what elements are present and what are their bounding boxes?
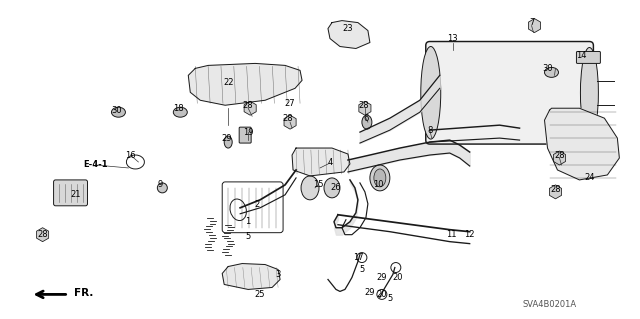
FancyBboxPatch shape (239, 127, 251, 143)
Text: 22: 22 (223, 78, 234, 87)
Text: 5: 5 (246, 232, 251, 241)
Text: 28: 28 (358, 101, 369, 110)
Ellipse shape (374, 169, 386, 187)
Polygon shape (188, 63, 302, 105)
Text: 13: 13 (447, 34, 458, 43)
Text: 28: 28 (37, 230, 48, 239)
Ellipse shape (362, 115, 372, 129)
Ellipse shape (301, 176, 319, 200)
Text: 8: 8 (427, 126, 433, 135)
Text: 23: 23 (342, 24, 353, 33)
FancyBboxPatch shape (577, 51, 600, 63)
Text: 17: 17 (353, 253, 364, 262)
Text: 2: 2 (255, 200, 260, 209)
Ellipse shape (111, 107, 125, 117)
Text: 4: 4 (327, 159, 333, 167)
Ellipse shape (420, 47, 441, 139)
Text: 14: 14 (576, 51, 587, 60)
Polygon shape (222, 263, 280, 289)
Text: 19: 19 (243, 128, 253, 137)
Text: 11: 11 (447, 230, 457, 239)
Text: 10: 10 (372, 180, 383, 189)
Text: 30: 30 (542, 64, 553, 73)
Text: 30: 30 (111, 106, 122, 115)
Text: 28: 28 (554, 151, 564, 160)
Text: FR.: FR. (74, 288, 93, 298)
Text: 5: 5 (387, 294, 392, 303)
Ellipse shape (324, 178, 340, 198)
Text: 20: 20 (392, 273, 403, 282)
Text: 26: 26 (331, 183, 341, 192)
Ellipse shape (545, 67, 559, 78)
Text: 7: 7 (529, 18, 534, 27)
Polygon shape (328, 21, 370, 48)
Ellipse shape (580, 48, 598, 138)
Text: 27: 27 (285, 99, 296, 108)
Text: 24: 24 (584, 174, 595, 182)
Text: 21: 21 (70, 190, 81, 199)
Text: 18: 18 (173, 104, 184, 113)
Text: SVA4B0201A: SVA4B0201A (522, 300, 577, 309)
Ellipse shape (173, 107, 188, 117)
Ellipse shape (370, 165, 390, 191)
Text: 6: 6 (364, 114, 369, 123)
Text: 9: 9 (157, 180, 163, 189)
Text: 25: 25 (255, 290, 266, 299)
Text: E-4-1: E-4-1 (83, 160, 108, 169)
Text: 28: 28 (283, 114, 293, 123)
Text: 1: 1 (246, 217, 251, 226)
Text: 29: 29 (365, 288, 375, 297)
Text: 28: 28 (243, 101, 253, 110)
FancyBboxPatch shape (54, 180, 88, 206)
Text: 20: 20 (376, 290, 387, 299)
Polygon shape (292, 148, 350, 176)
Text: 15: 15 (313, 180, 323, 189)
Text: 12: 12 (465, 230, 475, 239)
Ellipse shape (157, 183, 167, 193)
Text: 28: 28 (550, 185, 561, 194)
Text: 5: 5 (359, 265, 365, 274)
Text: 29: 29 (221, 134, 232, 143)
FancyBboxPatch shape (426, 41, 593, 144)
Polygon shape (545, 108, 620, 180)
Text: 29: 29 (376, 273, 387, 282)
Text: 3: 3 (275, 270, 281, 279)
Ellipse shape (224, 136, 232, 148)
Text: 16: 16 (125, 151, 136, 160)
